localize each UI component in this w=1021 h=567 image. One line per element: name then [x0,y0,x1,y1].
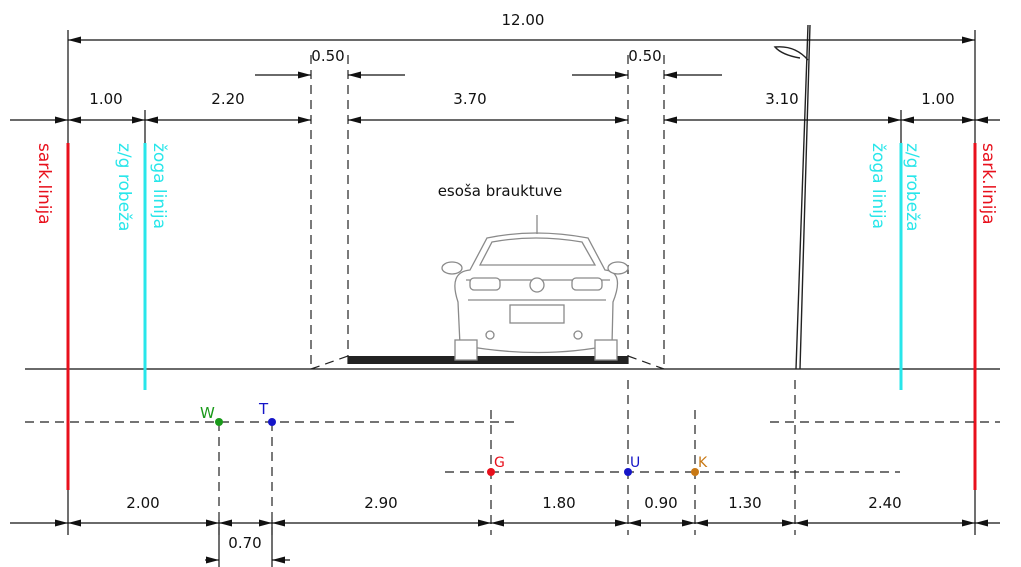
arrowhead [682,519,695,527]
arrowhead [272,556,285,564]
dimension-label: 12.00 [502,11,545,29]
arrowhead [68,116,81,124]
arrowhead [55,519,68,527]
dimension-label: 1.30 [728,494,761,512]
dimension-label: 0.70 [228,534,261,552]
arrowhead [298,116,311,124]
arrowhead [272,519,285,527]
arrowhead [259,519,272,527]
arrowhead [615,519,628,527]
dimension-label: 3.10 [765,90,798,108]
point [624,468,632,476]
point [215,418,223,426]
point-label: U [630,455,640,471]
arrowhead [615,71,628,79]
lamp-post [773,24,811,370]
dimension-label: 1.80 [542,494,575,512]
arrowhead [491,519,504,527]
arrowhead [782,519,795,527]
line-label: žoga linija [868,143,888,229]
dimension-label: 2.40 [868,494,901,512]
line-label: žoga linija [149,143,169,229]
arrowhead [962,116,975,124]
arrowhead [478,519,491,527]
arrowhead [55,116,68,124]
arrowhead [888,116,901,124]
arrowhead [975,116,988,124]
line-label: sark.linija [34,143,54,225]
arrowhead [206,556,219,564]
dimension-label: 2.20 [211,90,244,108]
car [441,215,629,361]
arrowhead [68,519,81,527]
point-label: K [698,455,708,471]
arrowhead [219,519,232,527]
road-surface [348,356,628,364]
arrowhead [975,519,988,527]
arrowhead [795,519,808,527]
point [487,468,495,476]
point [268,418,276,426]
arrowhead [962,519,975,527]
dimension-label: 1.00 [921,90,954,108]
dimension-label: 1.00 [89,90,122,108]
dimension-label: 2.90 [364,494,397,512]
dimension-label: 3.70 [453,90,486,108]
roadway-label: esoša brauktuve [438,182,563,200]
arrowhead [962,36,975,44]
point-label: T [258,400,269,418]
point-label: G [494,455,505,471]
arrowhead [628,519,641,527]
arrowhead [901,116,914,124]
arrowhead [348,71,361,79]
points: W T G U K [200,400,708,476]
arrowhead [695,519,708,527]
line-label: z/g robeža [902,143,922,231]
dimension-label: 0.50 [628,47,661,65]
line-label: sark.linija [978,143,998,225]
arrowhead [348,116,361,124]
arrowhead [664,71,677,79]
point-label: W [200,404,215,422]
dimension-label: 0.90 [644,494,677,512]
dimension-label: 2.00 [126,494,159,512]
arrowhead [298,71,311,79]
point [691,468,699,476]
arrowhead [132,116,145,124]
dimension-label: 0.50 [311,47,344,65]
arrowhead [664,116,677,124]
arrowhead [145,116,158,124]
arrowhead [206,519,219,527]
arrowhead [68,36,81,44]
arrowhead [615,116,628,124]
line-label: z/g robeža [114,143,134,231]
